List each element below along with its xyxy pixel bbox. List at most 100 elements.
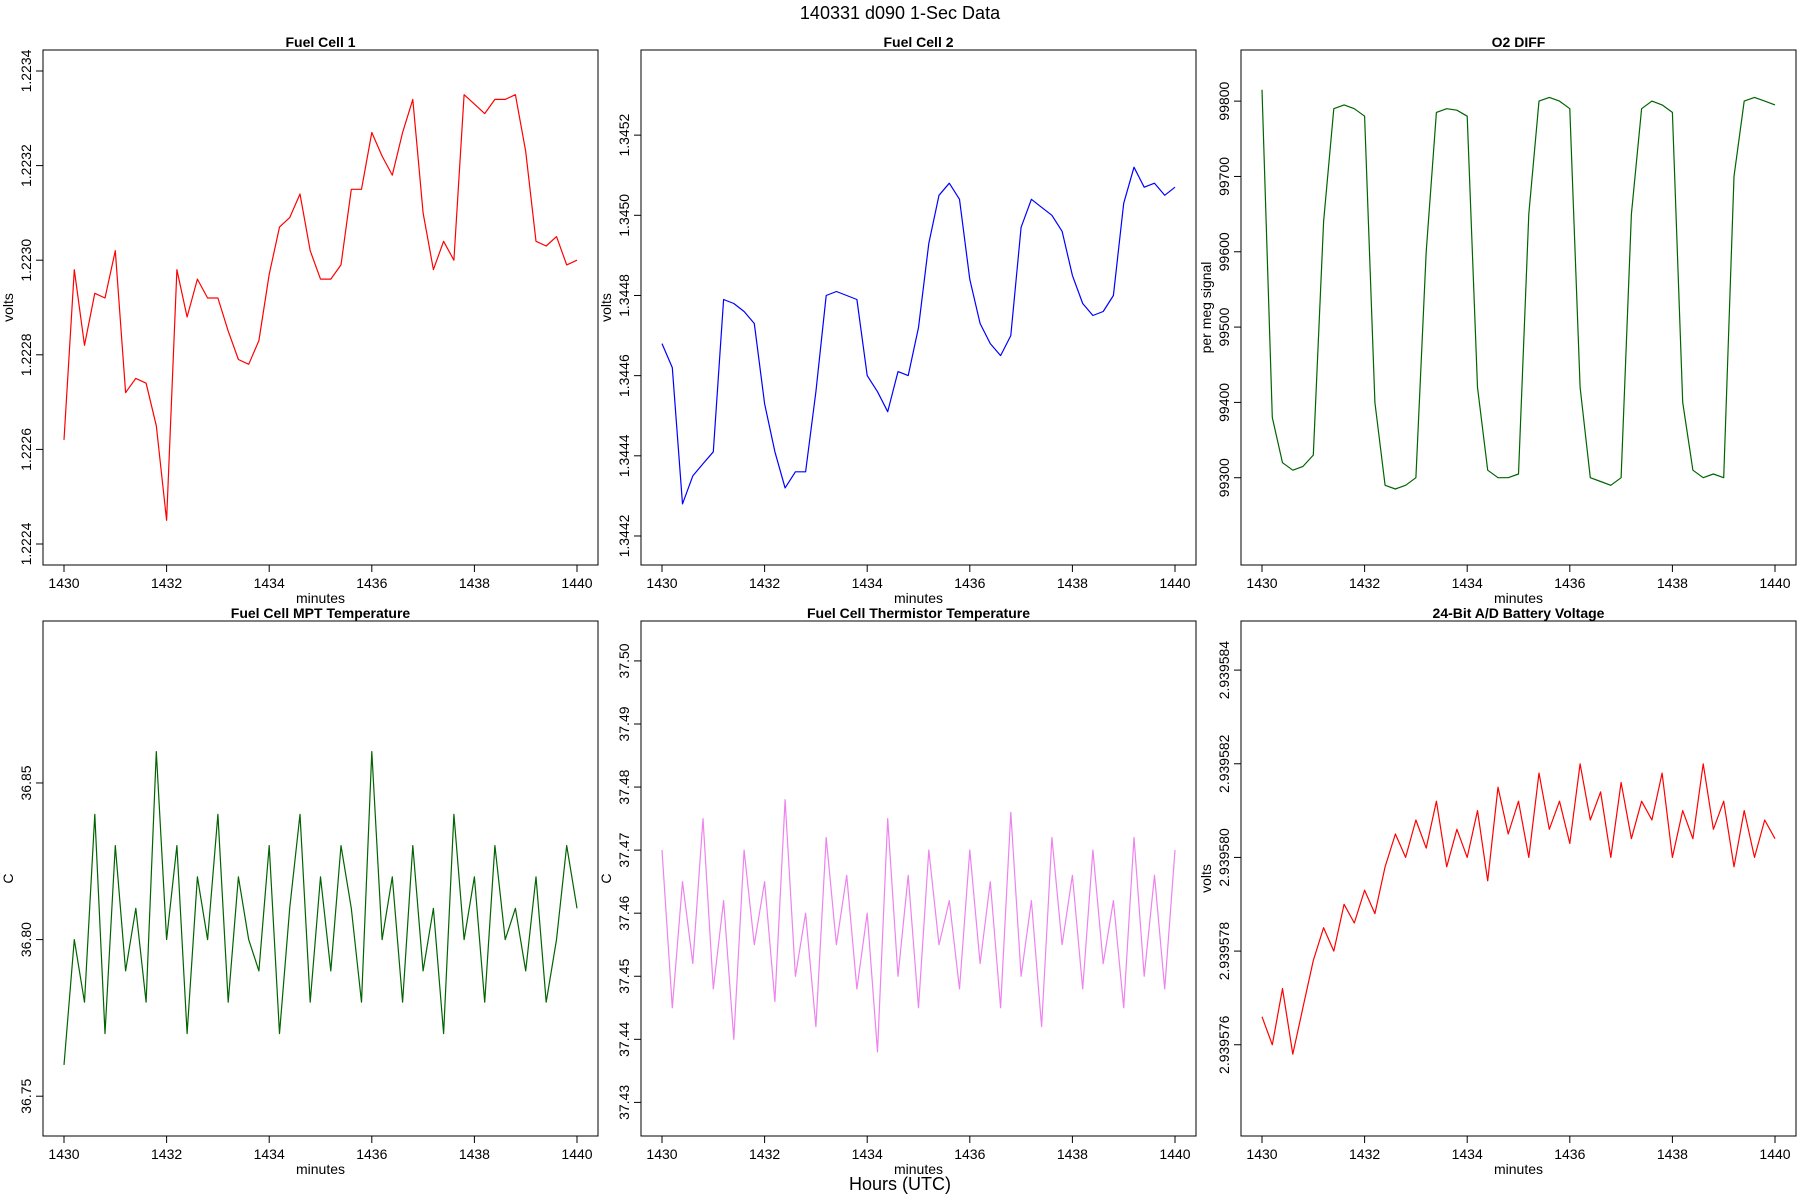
x-tick-label: 1438 bbox=[459, 1146, 490, 1162]
panel-title: Fuel Cell 1 bbox=[285, 34, 355, 50]
x-tick-label: 1432 bbox=[151, 1146, 182, 1162]
x-tick-label: 1436 bbox=[954, 575, 985, 591]
x-tick-label: 1438 bbox=[1657, 1146, 1688, 1162]
y-tick-label: 99400 bbox=[1216, 383, 1232, 422]
x-tick-label: 1432 bbox=[151, 575, 182, 591]
panel-title: 24-Bit A/D Battery Voltage bbox=[1433, 605, 1605, 621]
x-tick-label: 1434 bbox=[254, 1146, 285, 1162]
x-tick-label: 1440 bbox=[1159, 1146, 1190, 1162]
x-tick-label: 1438 bbox=[1657, 575, 1688, 591]
y-axis-label: volts bbox=[1198, 864, 1214, 893]
plot-frame bbox=[1240, 620, 1797, 1137]
series-line-fuel-cell-thermistor-temperature bbox=[661, 799, 1176, 1053]
y-tick-label: 36.80 bbox=[18, 922, 34, 957]
x-tick-label: 1430 bbox=[48, 575, 79, 591]
y-axis-label: volts bbox=[0, 293, 16, 322]
x-axis-label: minutes bbox=[894, 590, 943, 606]
y-tick-label: 99600 bbox=[1216, 232, 1232, 271]
x-axis-label: minutes bbox=[296, 590, 345, 606]
x-tick-label: 1440 bbox=[1759, 575, 1790, 591]
chart-panel-5: Fuel Cell Thermistor Temperature 1430 1432… bbox=[598, 605, 1197, 1177]
x-tick-label: 1436 bbox=[1554, 575, 1585, 591]
x-tick-label: 1438 bbox=[1057, 1146, 1088, 1162]
x-axis-label: minutes bbox=[894, 1161, 943, 1177]
chart-panel-3: O2 DIFF 1430 1432 1434 1436 1438 1440 minutes 99… bbox=[1198, 34, 1797, 606]
y-tick-label: 1.3444 bbox=[616, 434, 632, 477]
x-tick-label: 1432 bbox=[1349, 1146, 1380, 1162]
x-tick-label: 1432 bbox=[749, 1146, 780, 1162]
y-tick-label: 1.3442 bbox=[616, 514, 632, 557]
y-tick-label: 36.85 bbox=[18, 765, 34, 800]
y-tick-label: 99500 bbox=[1216, 307, 1232, 346]
x-tick-label: 1436 bbox=[356, 1146, 387, 1162]
y-tick-label: 1.3446 bbox=[616, 354, 632, 397]
y-tick-label: 99300 bbox=[1216, 458, 1232, 497]
x-tick-label: 1430 bbox=[48, 1146, 79, 1162]
x-tick-label: 1440 bbox=[561, 1146, 592, 1162]
x-tick-label: 1440 bbox=[1759, 1146, 1790, 1162]
chart-panel-2: Fuel Cell 2 1430 1432 1434 1436 1438 1440 minut… bbox=[598, 34, 1197, 606]
y-tick-label: 2.939580 bbox=[1216, 828, 1232, 887]
series-line-fuel-cell-mpt-temperature bbox=[63, 750, 578, 1065]
figure-xlabel: Hours (UTC) bbox=[849, 1174, 951, 1194]
y-tick-label: 2.939576 bbox=[1216, 1015, 1232, 1074]
x-tick-label: 1440 bbox=[561, 575, 592, 591]
y-axis-label: per meg signal bbox=[1198, 262, 1214, 354]
figure-title: 140331 d090 1-Sec Data bbox=[800, 3, 1001, 23]
x-axis-label: minutes bbox=[1494, 590, 1543, 606]
x-axis-label: minutes bbox=[1494, 1161, 1543, 1177]
x-tick-label: 1430 bbox=[646, 575, 677, 591]
y-tick-label: 1.3452 bbox=[616, 114, 632, 157]
plot-frame bbox=[1240, 49, 1797, 566]
y-axis-label: C bbox=[598, 873, 614, 883]
y-tick-label: 37.48 bbox=[616, 769, 632, 804]
x-tick-label: 1438 bbox=[459, 575, 490, 591]
panel-title: Fuel Cell MPT Temperature bbox=[231, 605, 411, 621]
plot-frame bbox=[42, 49, 599, 566]
x-tick-label: 1432 bbox=[1349, 575, 1380, 591]
y-tick-label: 1.2224 bbox=[18, 522, 34, 565]
y-tick-label: 1.2230 bbox=[18, 239, 34, 282]
y-tick-label: 99700 bbox=[1216, 157, 1232, 196]
y-tick-label: 99800 bbox=[1216, 81, 1232, 120]
y-tick-label: 1.2226 bbox=[18, 428, 34, 471]
y-axis-label: volts bbox=[598, 293, 614, 322]
y-tick-label: 1.2228 bbox=[18, 333, 34, 376]
series-line-o2-diff bbox=[1261, 89, 1776, 490]
x-tick-label: 1430 bbox=[1246, 1146, 1277, 1162]
series-line-fuel-cell-1 bbox=[63, 94, 578, 521]
panel-title: Fuel Cell 2 bbox=[883, 34, 953, 50]
x-tick-label: 1436 bbox=[954, 1146, 985, 1162]
series-line-24-bit-a-d-battery-voltage bbox=[1261, 763, 1776, 1055]
x-tick-label: 1434 bbox=[1452, 1146, 1483, 1162]
plot-frame bbox=[640, 620, 1197, 1137]
y-tick-label: 37.50 bbox=[616, 643, 632, 678]
x-tick-label: 1430 bbox=[646, 1146, 677, 1162]
panel-title: Fuel Cell Thermistor Temperature bbox=[807, 605, 1030, 621]
panel-title: O2 DIFF bbox=[1492, 34, 1546, 50]
y-tick-label: 1.2234 bbox=[18, 49, 34, 92]
x-tick-label: 1434 bbox=[852, 1146, 883, 1162]
y-tick-label: 36.75 bbox=[18, 1078, 34, 1113]
plot-frame bbox=[640, 49, 1197, 566]
y-tick-label: 37.49 bbox=[616, 706, 632, 741]
y-tick-label: 2.939582 bbox=[1216, 734, 1232, 793]
x-tick-label: 1434 bbox=[254, 575, 285, 591]
x-tick-label: 1432 bbox=[749, 575, 780, 591]
y-tick-label: 37.44 bbox=[616, 1022, 632, 1057]
x-axis-label: minutes bbox=[296, 1161, 345, 1177]
series-line-fuel-cell-2 bbox=[661, 166, 1176, 505]
chart-panel-1: Fuel Cell 1 1430 1432 1434 1436 1438 1440 minut… bbox=[0, 34, 599, 606]
x-tick-label: 1438 bbox=[1057, 575, 1088, 591]
y-tick-label: 37.47 bbox=[616, 832, 632, 867]
x-tick-label: 1434 bbox=[1452, 575, 1483, 591]
panels: Fuel Cell 1 1430 1432 1434 1436 1438 1440 minut… bbox=[0, 34, 1797, 1177]
y-tick-label: 37.45 bbox=[616, 959, 632, 994]
y-tick-label: 1.3450 bbox=[616, 194, 632, 237]
y-tick-label: 2.939578 bbox=[1216, 922, 1232, 981]
chart-panel-4: Fuel Cell MPT Temperature 1430 1432 1434 143… bbox=[0, 605, 599, 1177]
y-tick-label: 37.43 bbox=[616, 1085, 632, 1120]
y-tick-label: 37.46 bbox=[616, 895, 632, 930]
y-tick-label: 1.3448 bbox=[616, 274, 632, 317]
